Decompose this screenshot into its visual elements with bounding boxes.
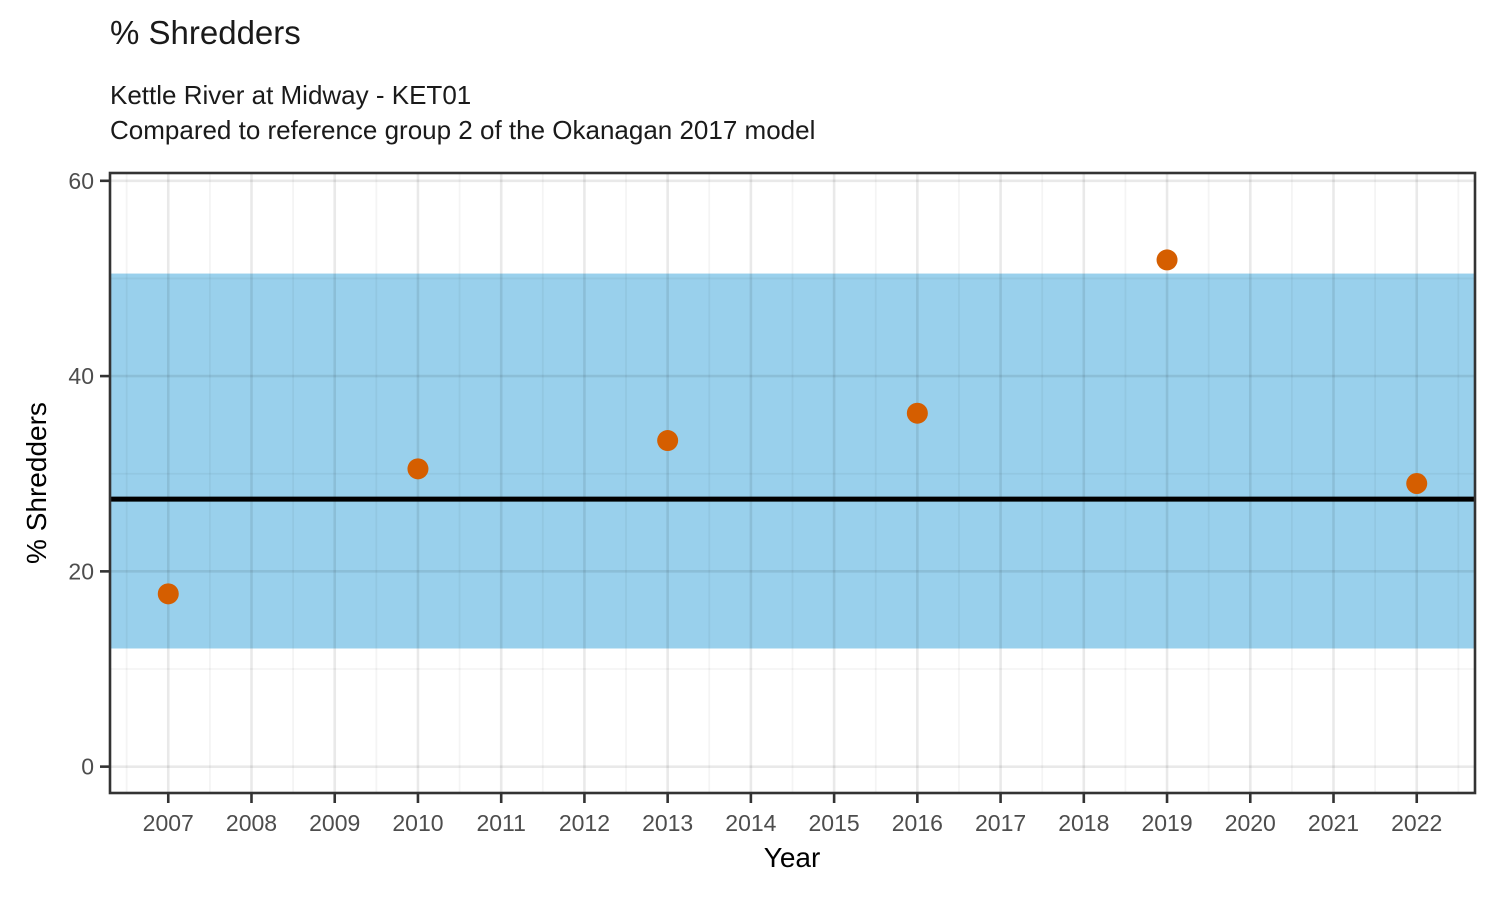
chart-title: % Shredders [110, 14, 301, 51]
panel-border [108, 171, 1477, 795]
x-axis-tick-label: 2007 [143, 810, 194, 836]
data-point [407, 458, 429, 480]
x-axis-tick-label: 2016 [892, 810, 943, 836]
y-axis-tick-label: 20 [68, 558, 94, 584]
x-axis-tick-label: 2017 [975, 810, 1026, 836]
x-axis-tick-label: 2009 [309, 810, 360, 836]
data-point [657, 430, 679, 452]
data-point [1156, 249, 1178, 271]
x-axis-tick-label: 2013 [642, 810, 693, 836]
x-axis-tick-label: 2021 [1308, 810, 1359, 836]
data-point [906, 402, 928, 424]
chart-subtitle-line-1: Kettle River at Midway - KET01 [110, 80, 472, 110]
x-axis-tick-label: 2018 [1058, 810, 1109, 836]
reference-band [110, 273, 1475, 649]
x-axis-title: Year [763, 842, 821, 873]
x-axis-tick-label: 2012 [559, 810, 610, 836]
chart-subtitle: Kettle River at Midway - KET01 Compared … [110, 78, 815, 148]
x-axis-tick-label: 2019 [1141, 810, 1192, 836]
x-axis-tick-label: 2015 [809, 810, 860, 836]
y-axis-tick-label: 40 [68, 363, 94, 389]
x-axis-tick-label: 2011 [476, 810, 525, 836]
x-axis-tick-label: 2014 [725, 810, 776, 836]
x-axis-tick-label: 2020 [1225, 810, 1276, 836]
y-axis-tick-label: 60 [68, 168, 94, 194]
chart-subtitle-line-2: Compared to reference group 2 of the Oka… [110, 115, 816, 145]
x-axis-tick-label: 2022 [1391, 810, 1442, 836]
x-axis-tick-label: 2008 [226, 810, 277, 836]
data-point [1406, 472, 1428, 494]
x-axis-tick-label: 2010 [392, 810, 443, 836]
data-point [157, 583, 179, 605]
y-axis-tick-label: 0 [81, 754, 94, 780]
